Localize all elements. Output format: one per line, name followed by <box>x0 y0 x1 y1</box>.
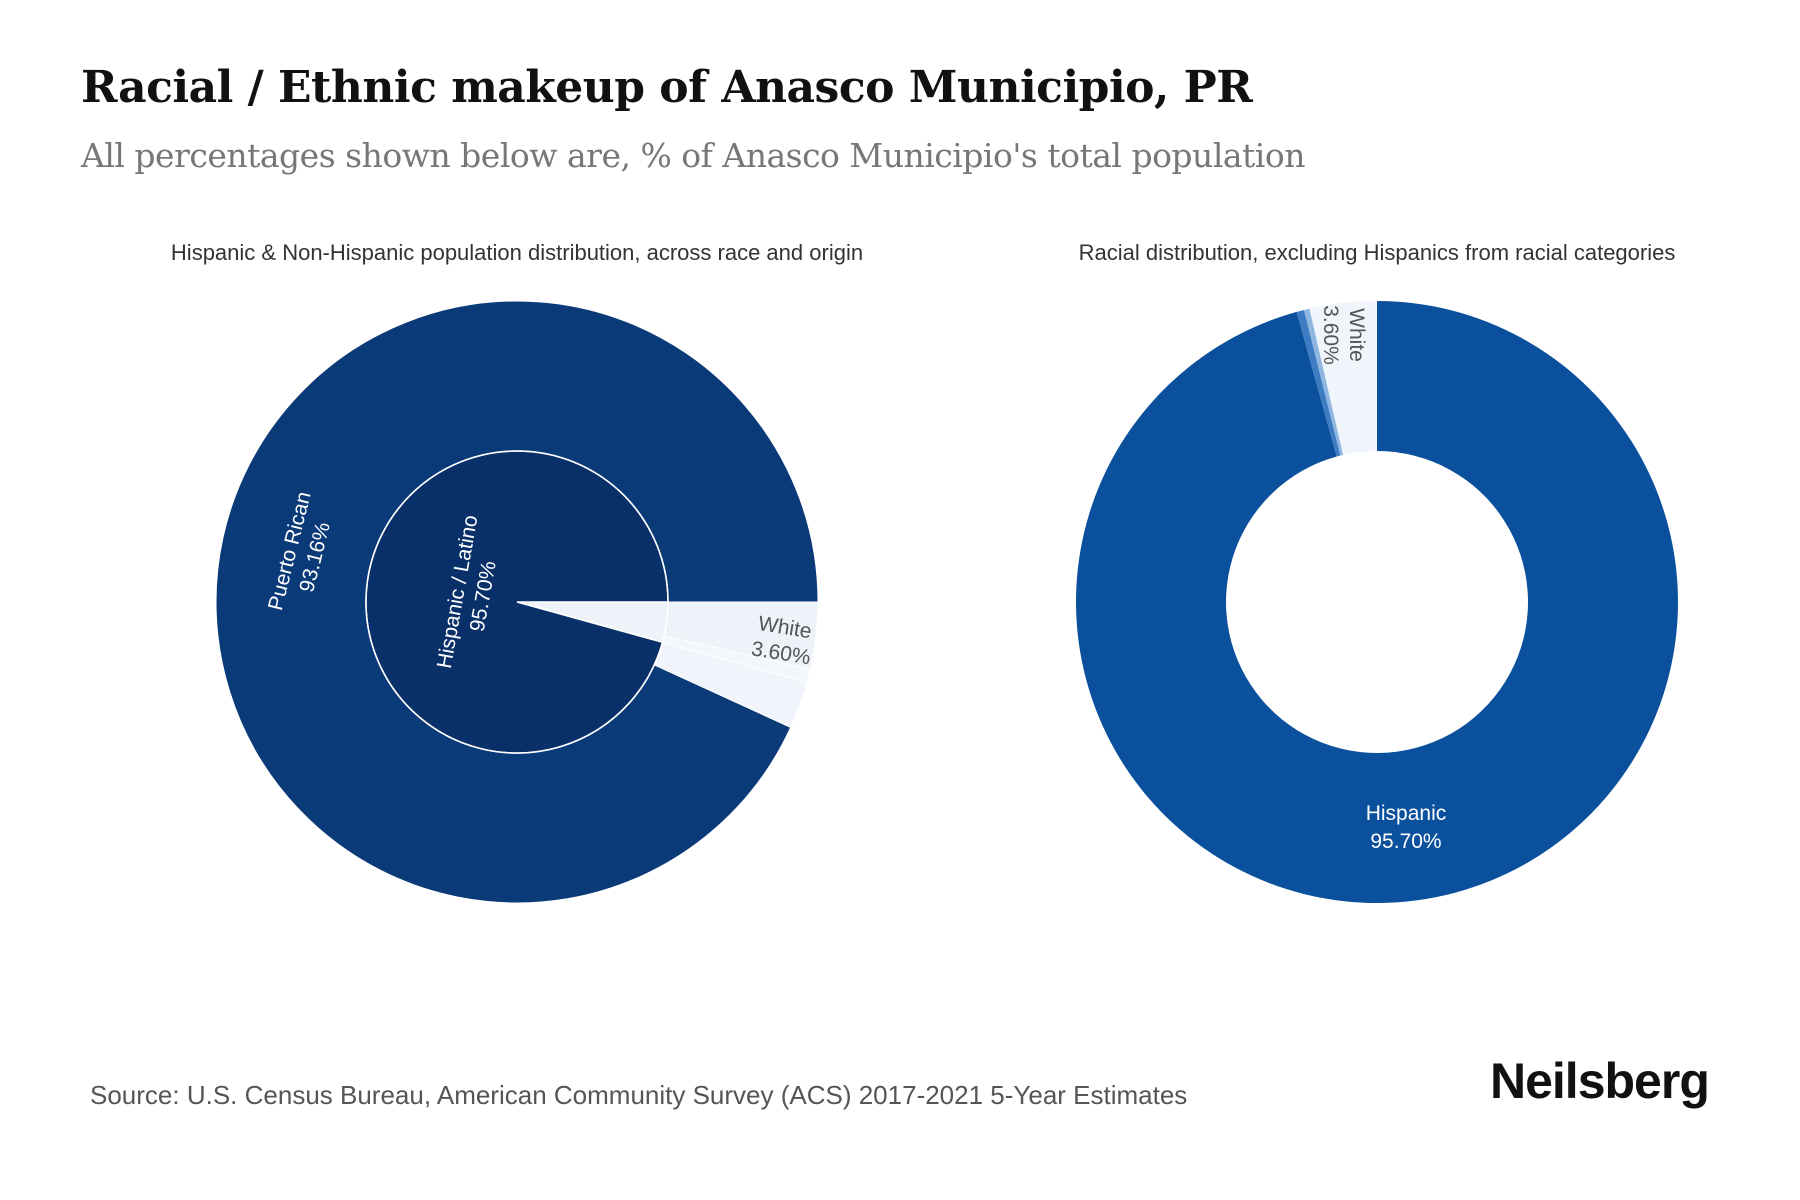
slice-other <box>1296 309 1341 457</box>
inner-ring-outline <box>365 450 669 754</box>
left-inner-pie <box>365 450 669 754</box>
slice-puerto-rican <box>215 300 819 904</box>
right-chart-title: Racial distribution, excluding Hispanics… <box>1079 240 1676 265</box>
slice-other-2 <box>1303 308 1344 456</box>
slice-hispanic-latino <box>365 450 669 754</box>
page-title: Racial / Ethnic makeup of Anasco Municip… <box>81 62 1253 113</box>
source-note: Source: U.S. Census Bureau, American Com… <box>90 1080 1188 1110</box>
neilsberg-logo: Neilsberg <box>1490 1053 1710 1109</box>
white-label-right: White <box>1345 308 1368 362</box>
hispanic-value-right: 95.70% <box>1370 830 1441 853</box>
slice-white <box>1309 301 1377 455</box>
left-chart-title: Hispanic & Non-Hispanic population distr… <box>171 240 863 265</box>
page-subtitle: All percentages shown below are, % of An… <box>81 136 1305 175</box>
white-value-right: 3.60% <box>1319 305 1342 365</box>
hispanic-label-right: Hispanic <box>1366 802 1447 825</box>
right-donut <box>1075 301 1678 903</box>
slice-hispanic <box>1075 301 1678 903</box>
